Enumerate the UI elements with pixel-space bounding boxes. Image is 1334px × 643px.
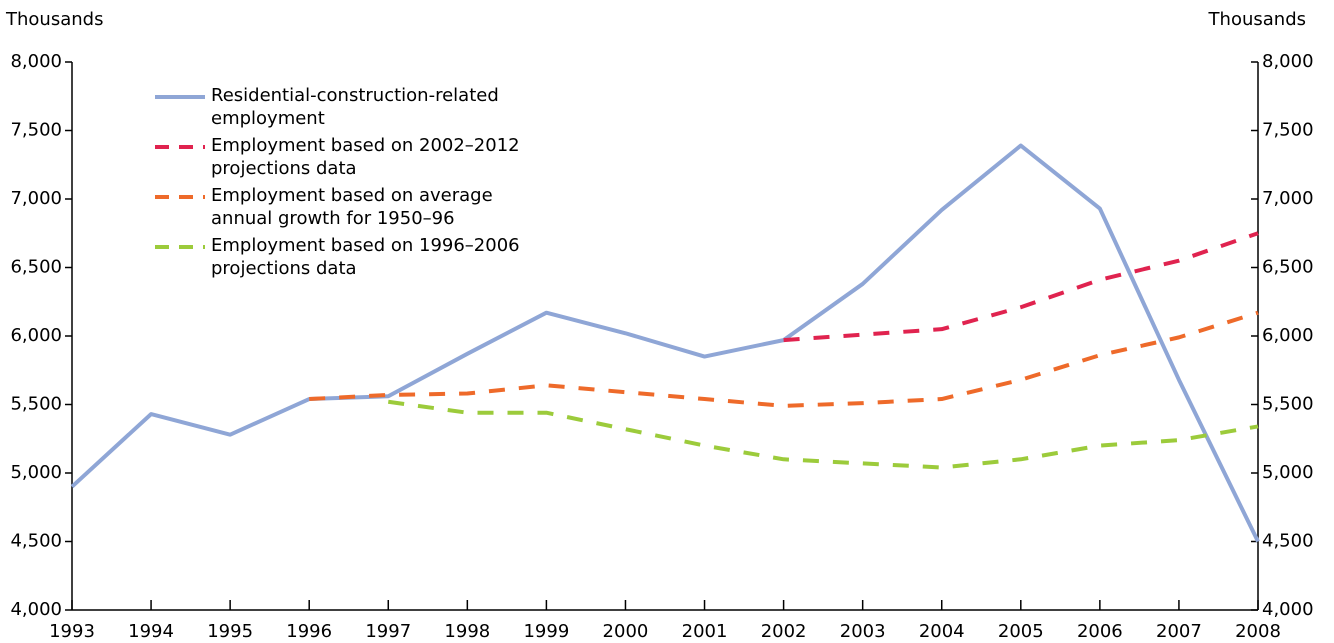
- y2-tick-label: 5,000: [1262, 462, 1314, 483]
- y-tick-label: 7,000: [10, 188, 62, 209]
- legend-swatch: [155, 145, 205, 149]
- x-tick-label: 1999: [523, 621, 569, 642]
- legend-label: Employment based on average annual growt…: [211, 185, 493, 229]
- x-tick-label: 1993: [49, 621, 95, 642]
- y2-tick-label: 8,000: [1262, 51, 1314, 72]
- y-tick-label: 4,500: [10, 531, 62, 552]
- x-tick-label: 2002: [761, 621, 807, 642]
- x-tick-label: 2005: [998, 621, 1044, 642]
- legend-swatch: [155, 245, 205, 249]
- x-tick-label: 2006: [1077, 621, 1123, 642]
- series-line: [387, 399, 1259, 470]
- x-tick-label: 2008: [1235, 621, 1281, 642]
- x-tick-label: 1994: [128, 621, 174, 642]
- y-tick-label: 8,000: [10, 51, 62, 72]
- y2-tick-label: 7,000: [1262, 188, 1314, 209]
- x-tick-label: 1997: [365, 621, 411, 642]
- y-tick-label: 4,000: [10, 599, 62, 620]
- y-tick-label: 5,000: [10, 462, 62, 483]
- legend-label: Employment based on 1996–2006 projection…: [211, 235, 520, 279]
- series-line: [70, 143, 1260, 543]
- y2-tick-label: 6,500: [1262, 257, 1314, 278]
- x-tick-label: 2007: [1156, 621, 1202, 642]
- x-tick-label: 2001: [682, 621, 728, 642]
- x-tick-label: 1995: [207, 621, 253, 642]
- x-tick-label: 1998: [444, 621, 490, 642]
- x-tick-label: 2004: [919, 621, 965, 642]
- legend-swatch: [155, 195, 205, 199]
- y-tick-label: 6,000: [10, 325, 62, 346]
- x-tick-label: 2000: [603, 621, 649, 642]
- y2-tick-label: 5,500: [1262, 394, 1314, 415]
- y-tick-label: 7,500: [10, 120, 62, 141]
- legend-item: Employment based on 2002–2012 projection…: [155, 134, 551, 180]
- y-tick-label: 5,500: [10, 394, 62, 415]
- y2-axis-label: Thousands: [1208, 9, 1306, 30]
- legend-item: Employment based on average annual growt…: [155, 184, 551, 230]
- y2-tick-label: 6,000: [1262, 325, 1314, 346]
- series-line: [309, 310, 1259, 408]
- y-axis-label: Thousands: [5, 9, 103, 30]
- legend: Residential-construction-related employm…: [155, 84, 551, 284]
- x-tick-label: 2003: [840, 621, 886, 642]
- y2-tick-label: 4,500: [1262, 531, 1314, 552]
- series-line: [783, 231, 1259, 343]
- legend-label: Residential-construction-related employm…: [211, 85, 499, 129]
- legend-label: Employment based on 2002–2012 projection…: [211, 135, 520, 179]
- y2-tick-label: 4,000: [1262, 599, 1314, 620]
- legend-item: Residential-construction-related employm…: [155, 84, 551, 130]
- legend-swatch: [155, 95, 205, 99]
- legend-item: Employment based on 1996–2006 projection…: [155, 234, 551, 280]
- x-tick-label: 1996: [286, 621, 332, 642]
- y-tick-label: 6,500: [10, 257, 62, 278]
- y2-tick-label: 7,500: [1262, 120, 1314, 141]
